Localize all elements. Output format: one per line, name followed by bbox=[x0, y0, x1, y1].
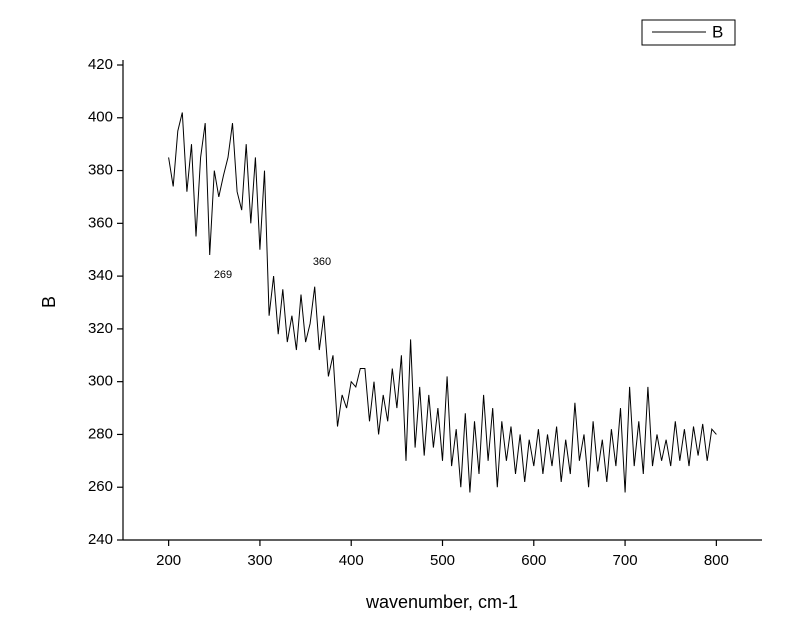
y-axis-label: B bbox=[39, 296, 59, 308]
y-tick-label: 360 bbox=[88, 214, 113, 231]
y-tick-label: 300 bbox=[88, 373, 113, 390]
x-axis-label: wavenumber, cm-1 bbox=[365, 592, 518, 612]
x-tick-label: 500 bbox=[430, 552, 455, 569]
x-tick-label: 200 bbox=[156, 552, 181, 569]
data-line bbox=[168, 112, 717, 493]
legend-label: B bbox=[712, 22, 723, 41]
y-tick-label: 380 bbox=[88, 162, 113, 179]
annotation: 360 bbox=[313, 256, 331, 268]
x-tick-label: 400 bbox=[339, 552, 364, 569]
annotation: 269 bbox=[214, 269, 232, 281]
x-tick-label: 300 bbox=[247, 552, 272, 569]
y-tick-label: 400 bbox=[88, 109, 113, 126]
y-tick-label: 260 bbox=[88, 478, 113, 495]
x-tick-label: 700 bbox=[613, 552, 638, 569]
y-tick-label: 340 bbox=[88, 267, 113, 284]
x-tick-label: 800 bbox=[704, 552, 729, 569]
y-tick-label: 420 bbox=[88, 56, 113, 73]
y-tick-label: 320 bbox=[88, 320, 113, 337]
x-tick-label: 600 bbox=[521, 552, 546, 569]
y-tick-label: 280 bbox=[88, 425, 113, 442]
y-tick-label: 240 bbox=[88, 531, 113, 548]
